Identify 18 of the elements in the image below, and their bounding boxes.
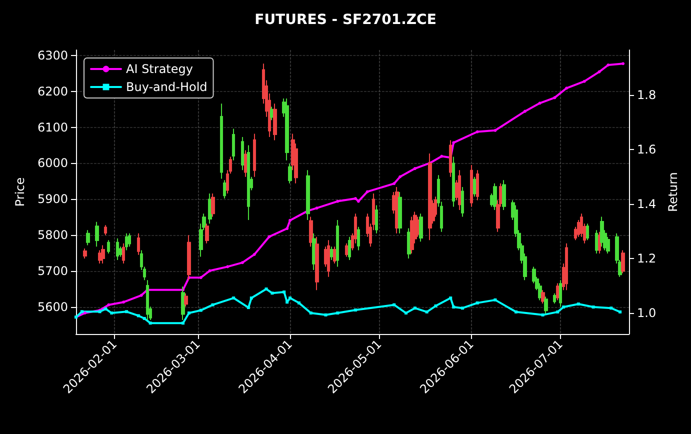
y-tick-label: 5800: [37, 228, 68, 242]
y-axis-title: Price: [13, 177, 27, 207]
y-tick-label: 5700: [37, 264, 68, 278]
legend-label: AI Strategy: [126, 62, 193, 76]
chart-title: FUTURES - SF2701.ZCE: [254, 12, 436, 28]
legend-label: Buy-and-Hold: [126, 80, 208, 94]
y-tick-label: 5900: [37, 192, 68, 206]
y2-tick-label: 1.8: [637, 88, 656, 102]
y-tick-label: 6200: [37, 84, 68, 98]
y2-tick-label: 1.6: [637, 142, 656, 156]
y-tick-label: 5600: [37, 300, 68, 314]
y2-tick-label: 1.2: [637, 252, 656, 266]
y-tick-label: 6000: [37, 156, 68, 170]
y2-axis-title: Return: [666, 172, 680, 212]
y-tick-label: 6100: [37, 120, 68, 134]
y-tick-label: 6300: [37, 48, 68, 62]
y2-tick-label: 1.0: [637, 306, 656, 320]
y2-tick-label: 1.4: [637, 196, 656, 211]
